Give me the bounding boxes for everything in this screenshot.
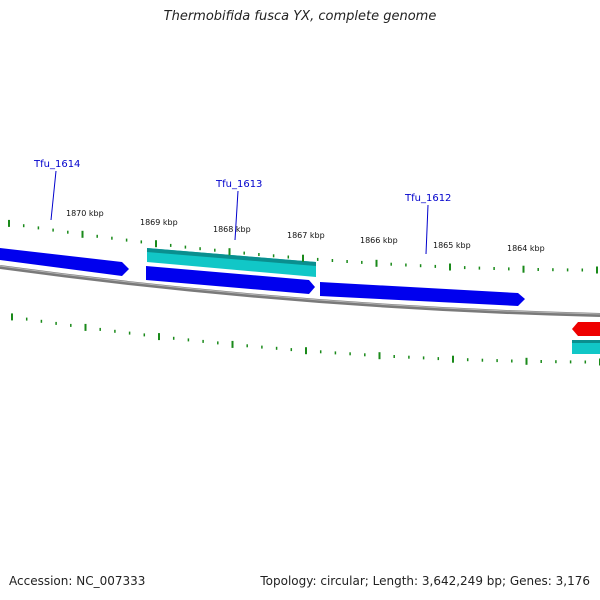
gene-label-tfu-1612[interactable]: Tfu_1612 [404, 193, 451, 204]
cds-feature-cyan-edge[interactable] [572, 340, 600, 354]
gene-leader-line [234, 190, 239, 241]
forward-gene-arrow-1614[interactable] [0, 248, 129, 276]
gene-leader-line [425, 204, 429, 255]
genome-summary-text: Topology: circular; Length: 3,642,249 bp… [260, 574, 590, 588]
scale-label: 1870 kbp [66, 209, 104, 218]
forward-gene-arrow-1613[interactable] [146, 266, 315, 294]
cds-feature-cyan-edge-top [572, 340, 600, 343]
genome-title: Thermobifida fusca YX, complete genome [163, 9, 437, 24]
gene-leader-line [50, 170, 57, 221]
scale-label: 1866 kbp [360, 236, 398, 245]
reverse-gene-arrow[interactable] [572, 322, 600, 336]
cds-feature-cyan-top [147, 248, 316, 266]
scale-label: 1867 kbp [287, 231, 325, 240]
genome-backbone-highlight [0, 265, 600, 315]
forward-gene-arrow-1612[interactable] [320, 282, 525, 306]
gene-label-tfu-1613[interactable]: Tfu_1613 [215, 179, 262, 190]
accession-text: Accession: NC_007333 [9, 574, 146, 588]
genome-backbone [0, 265, 600, 317]
inner-tick-track [11, 313, 600, 366]
outer-tick-track [8, 219, 598, 274]
scale-label: 1864 kbp [507, 244, 545, 253]
scale-label: 1868 kbp [213, 225, 251, 234]
gene-label-tfu-1614[interactable]: Tfu_1614 [33, 159, 80, 170]
scale-label: 1869 kbp [140, 218, 178, 227]
scale-label: 1865 kbp [433, 241, 471, 250]
